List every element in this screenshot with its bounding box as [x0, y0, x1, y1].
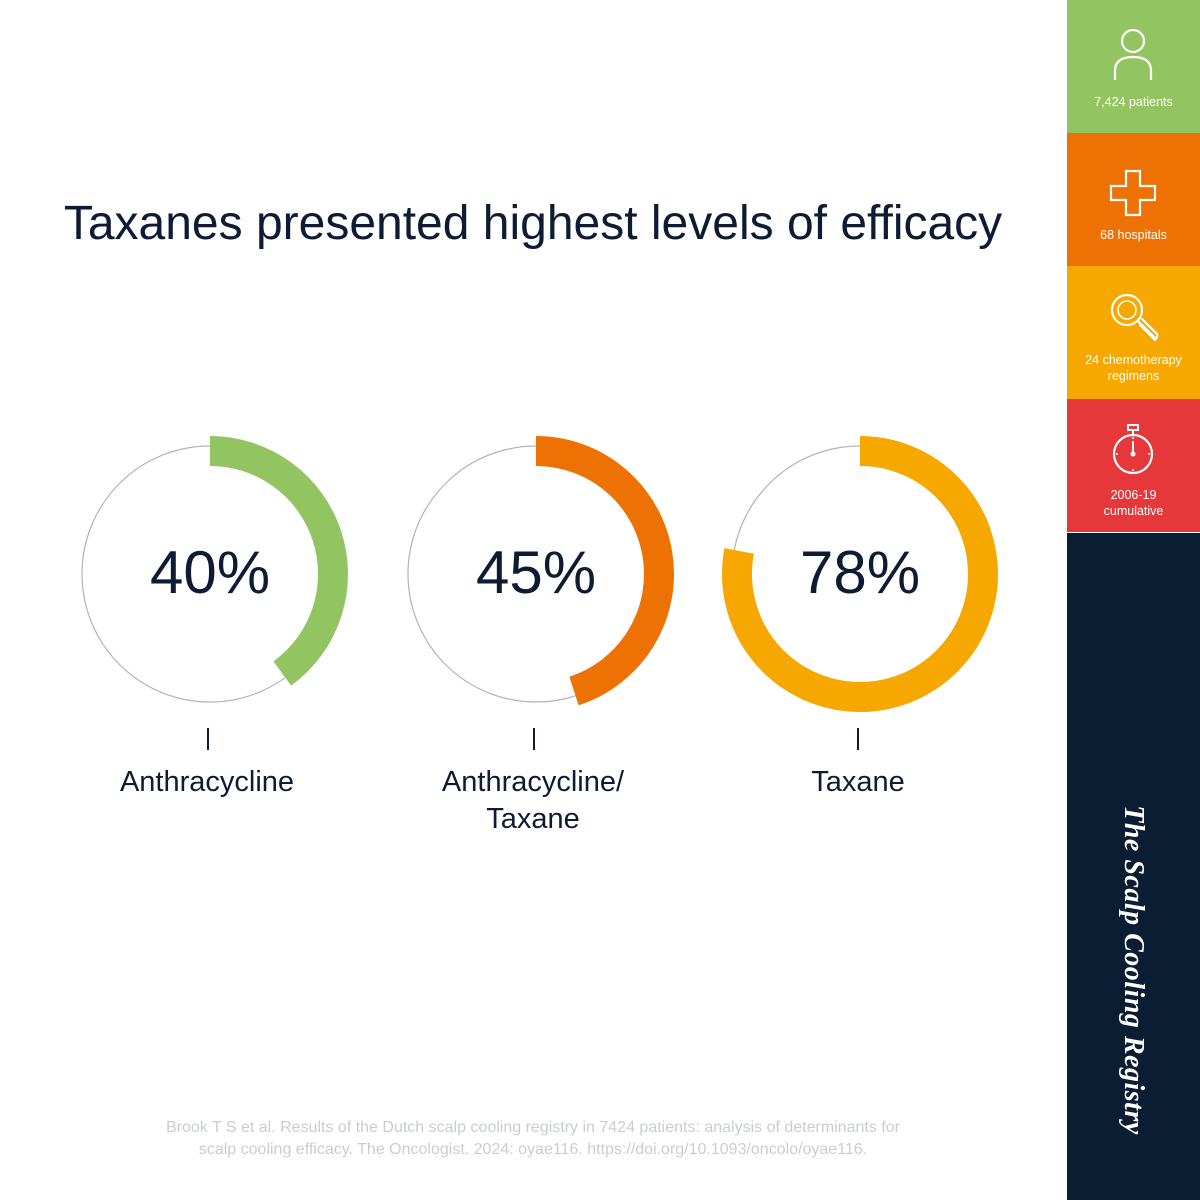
donut-taxane: 78% [720, 434, 1000, 714]
stat-label: 2006-19 cumulative [1071, 487, 1196, 519]
donut-svg [81, 436, 348, 703]
donut-value-arc [722, 436, 998, 712]
chart-title-text: Taxanes presented highest levels of effi… [63, 197, 1003, 250]
donut-value-label: 78% [799, 539, 921, 606]
chart-title: Taxanes presented highest levels of effi… [60, 192, 1006, 256]
stat-label: 24 chemotherapy regimens [1071, 352, 1196, 384]
stat-label: 7,424 patients [1094, 95, 1173, 109]
category-label-line: Anthracycline/ [441, 766, 625, 798]
donut-value-label: 40% [149, 539, 271, 606]
citation-line: scalp cooling efficacy. The Oncologist. … [198, 1141, 868, 1158]
category-tick [207, 728, 209, 750]
stat-tile-years: 2006-19 cumulative [1067, 399, 1200, 532]
donut-anthracycline-taxane: 45% [396, 434, 676, 714]
citation-footnote: Brook T S et al. Results of the Dutch sc… [60, 1117, 1006, 1161]
donut-svg [722, 436, 998, 712]
category-label-anthracycline-taxane: Anthracycline/ Taxane [383, 764, 683, 838]
donut-value-arc [535, 436, 674, 706]
stat-label-line: cumulative [1103, 504, 1164, 518]
stat-label-line: 24 chemotherapy [1085, 353, 1182, 367]
stat-label: 68 hospitals [1100, 228, 1167, 242]
stat-label-line: 2006-19 [1110, 488, 1157, 502]
brand-wordmark: The Scalp Cooling Registry [1118, 805, 1149, 1135]
category-label-anthracycline: Anthracycline [119, 766, 295, 798]
stat-tile-patients: 7,424 patients [1067, 0, 1200, 133]
category-label-line: Taxane [486, 803, 580, 835]
category-tick [533, 728, 535, 750]
category-tick [857, 728, 859, 750]
stat-tile-regimens: 24 chemotherapy regimens [1067, 266, 1200, 399]
donut-value-label: 45% [475, 539, 597, 606]
brand-panel [1067, 533, 1200, 1200]
donut-svg [407, 436, 674, 706]
donut-value-arc [209, 436, 348, 686]
donut-anthracycline: 40% [70, 434, 350, 714]
stats-sidebar: 7,424 patients 68 hospitals 24 chemother… [1067, 0, 1200, 1200]
stat-label-line: regimens [1107, 369, 1160, 383]
citation-line: Brook T S et al. Results of the Dutch sc… [165, 1119, 900, 1136]
category-label-taxane: Taxane [811, 766, 905, 798]
stat-tile-hospitals: 68 hospitals [1067, 133, 1200, 266]
main-panel: Taxanes presented highest levels of effi… [60, 192, 1006, 1161]
